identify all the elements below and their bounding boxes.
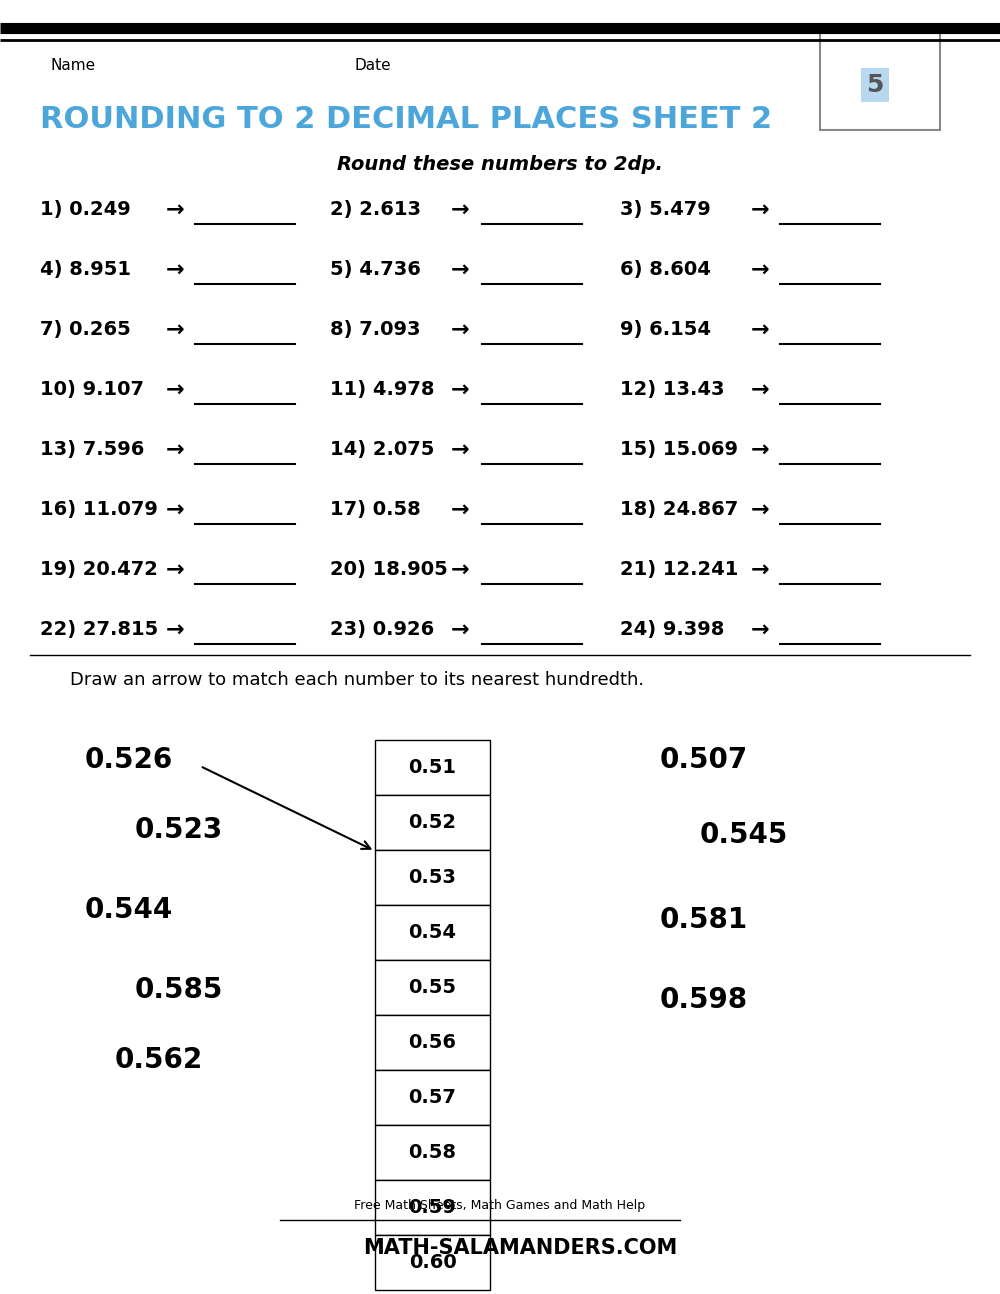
- Text: Name: Name: [50, 57, 95, 72]
- Text: 4) 8.951: 4) 8.951: [40, 260, 131, 280]
- Text: 14) 2.075: 14) 2.075: [330, 440, 434, 459]
- Text: 16) 11.079: 16) 11.079: [40, 501, 158, 519]
- Bar: [375, 795, 490, 850]
- Text: →: →: [451, 620, 469, 641]
- Text: 0.526: 0.526: [85, 747, 173, 774]
- Text: 12) 13.43: 12) 13.43: [620, 380, 724, 400]
- Text: 18) 24.867: 18) 24.867: [620, 501, 738, 519]
- Text: 0.545: 0.545: [700, 820, 788, 849]
- Text: →: →: [451, 201, 469, 220]
- Text: →: →: [751, 499, 769, 520]
- Text: 7) 0.265: 7) 0.265: [40, 321, 131, 339]
- Text: 9) 6.154: 9) 6.154: [620, 321, 711, 339]
- Text: 0.55: 0.55: [409, 978, 456, 996]
- Text: ROUNDING TO 2 DECIMAL PLACES SHEET 2: ROUNDING TO 2 DECIMAL PLACES SHEET 2: [40, 106, 772, 135]
- Text: →: →: [451, 260, 469, 280]
- Bar: [375, 1234, 490, 1290]
- Text: →: →: [751, 380, 769, 400]
- Text: →: →: [166, 560, 184, 580]
- Text: Date: Date: [355, 57, 392, 72]
- Text: →: →: [166, 620, 184, 641]
- Text: 0.54: 0.54: [409, 923, 456, 942]
- Text: 23) 0.926: 23) 0.926: [330, 621, 434, 639]
- Text: 5: 5: [866, 72, 884, 97]
- Text: →: →: [451, 380, 469, 400]
- Text: 0.56: 0.56: [409, 1033, 456, 1052]
- Text: →: →: [166, 440, 184, 459]
- Text: →: →: [451, 560, 469, 580]
- Text: Round these numbers to 2dp.: Round these numbers to 2dp.: [337, 155, 663, 175]
- Text: 0.52: 0.52: [409, 813, 456, 832]
- Text: →: →: [166, 499, 184, 520]
- Text: 0.57: 0.57: [409, 1088, 456, 1106]
- Text: →: →: [751, 260, 769, 280]
- Text: 0.562: 0.562: [115, 1046, 203, 1074]
- Text: →: →: [451, 440, 469, 459]
- Text: →: →: [751, 320, 769, 340]
- Text: 11) 4.978: 11) 4.978: [330, 380, 434, 400]
- Bar: [375, 740, 490, 795]
- Text: 0.53: 0.53: [409, 868, 456, 886]
- Text: 10) 9.107: 10) 9.107: [40, 380, 144, 400]
- Text: →: →: [451, 499, 469, 520]
- Text: Free Math Sheets, Math Games and Math Help: Free Math Sheets, Math Games and Math He…: [354, 1198, 646, 1211]
- Text: 5) 4.736: 5) 4.736: [330, 260, 421, 280]
- Text: 0.523: 0.523: [135, 817, 223, 844]
- Text: →: →: [166, 380, 184, 400]
- Text: →: →: [751, 201, 769, 220]
- Text: 0.598: 0.598: [660, 986, 748, 1014]
- Bar: [375, 960, 490, 1014]
- Text: →: →: [751, 620, 769, 641]
- Text: 1) 0.249: 1) 0.249: [40, 201, 131, 220]
- Bar: [375, 850, 490, 905]
- Text: 20) 18.905: 20) 18.905: [330, 560, 448, 580]
- Text: 2) 2.613: 2) 2.613: [330, 201, 421, 220]
- Text: 0.581: 0.581: [660, 906, 748, 934]
- Text: 3) 5.479: 3) 5.479: [620, 201, 711, 220]
- Text: 15) 15.069: 15) 15.069: [620, 440, 738, 459]
- Text: →: →: [751, 440, 769, 459]
- Text: 0.60: 0.60: [409, 1253, 456, 1272]
- Text: Draw an arrow to match each number to its nearest hundredth.: Draw an arrow to match each number to it…: [70, 672, 644, 688]
- Text: 0.59: 0.59: [409, 1198, 456, 1216]
- Text: 0.58: 0.58: [409, 1143, 456, 1162]
- Text: 0.585: 0.585: [135, 976, 223, 1004]
- Text: 8) 7.093: 8) 7.093: [330, 321, 420, 339]
- Text: 6) 8.604: 6) 8.604: [620, 260, 711, 280]
- Text: 17) 0.58: 17) 0.58: [330, 501, 421, 519]
- Text: →: →: [166, 260, 184, 280]
- Text: 0.544: 0.544: [85, 895, 173, 924]
- Text: 13) 7.596: 13) 7.596: [40, 440, 144, 459]
- Text: 24) 9.398: 24) 9.398: [620, 621, 724, 639]
- Text: 19) 20.472: 19) 20.472: [40, 560, 158, 580]
- Text: 22) 27.815: 22) 27.815: [40, 621, 158, 639]
- Text: 21) 12.241: 21) 12.241: [620, 560, 738, 580]
- Bar: [375, 1070, 490, 1124]
- Text: →: →: [166, 320, 184, 340]
- Text: 0.507: 0.507: [660, 747, 748, 774]
- Text: 0.51: 0.51: [409, 758, 456, 776]
- Bar: [375, 905, 490, 960]
- Bar: [375, 1180, 490, 1234]
- Bar: [375, 1124, 490, 1180]
- Text: MATH-SALAMANDERS.COM: MATH-SALAMANDERS.COM: [363, 1238, 677, 1258]
- Text: →: →: [166, 201, 184, 220]
- Text: →: →: [451, 320, 469, 340]
- Text: →: →: [751, 560, 769, 580]
- Bar: [375, 1014, 490, 1070]
- Bar: [820, 30, 940, 129]
